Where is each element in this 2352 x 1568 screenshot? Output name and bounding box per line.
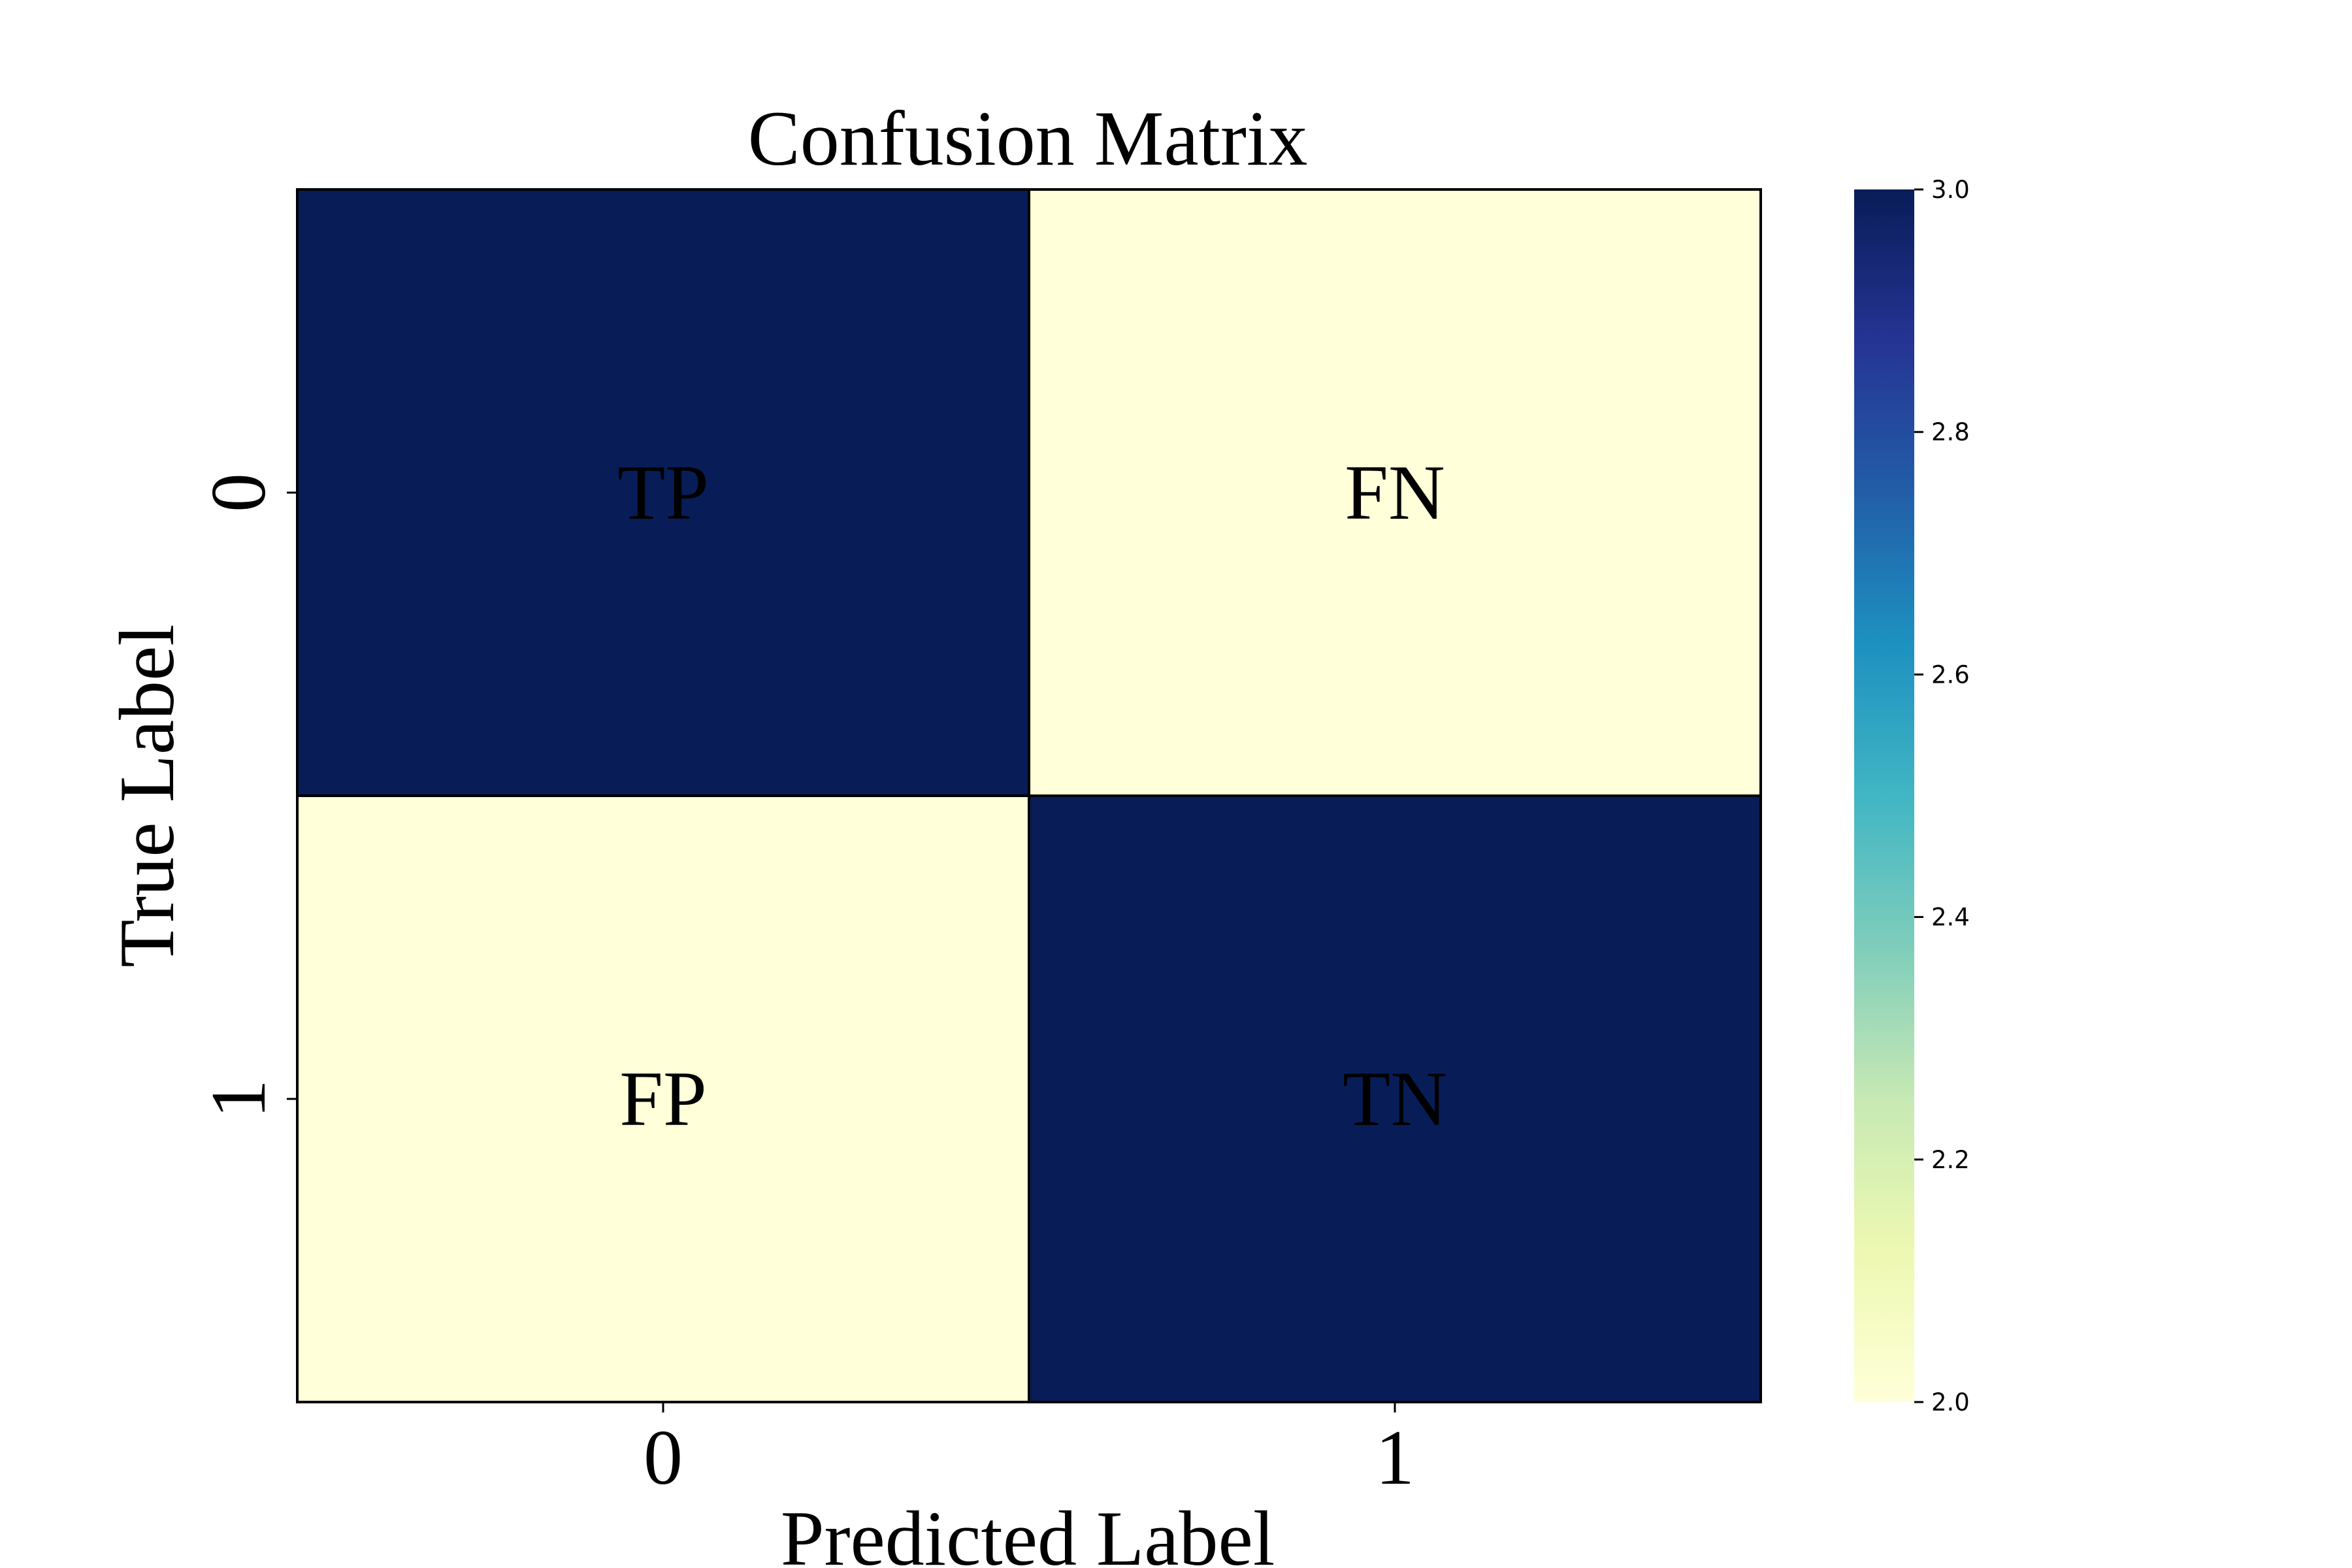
x-tick-label: 1 <box>1375 1414 1414 1501</box>
colorbar-tick-label: 3.0 <box>1931 176 1970 204</box>
cell-annotation: TN <box>1343 1055 1447 1142</box>
heatmap-cell <box>296 794 1030 1403</box>
cell-annotation: FP <box>619 1055 706 1142</box>
y-tick-label: 0 <box>195 473 282 512</box>
chart-title: Confusion Matrix <box>748 95 1308 182</box>
x-axis-label: Predicted Label <box>781 1495 1275 1568</box>
cell-annotation: TP <box>617 449 709 536</box>
cell-annotation: FN <box>1345 449 1445 536</box>
colorbar-tick-label: 2.0 <box>1931 1388 1970 1416</box>
y-axis-ticks: 01 <box>195 473 297 1119</box>
colorbar <box>1854 189 1914 1402</box>
colorbar-tick-label: 2.6 <box>1931 661 1970 689</box>
y-axis-label: True Label <box>103 624 190 967</box>
heatmap-annotations: TP FN FP TN <box>617 449 1447 1142</box>
heatmap-frame <box>296 188 1762 1403</box>
heatmap-cells <box>296 188 1762 1403</box>
x-tick-label: 0 <box>644 1414 683 1501</box>
colorbar-tick-label: 2.2 <box>1931 1146 1970 1174</box>
colorbar-tick-label: 2.4 <box>1931 904 1970 932</box>
y-tick-label: 1 <box>195 1079 282 1119</box>
colorbar-tick-label: 2.8 <box>1931 418 1970 446</box>
heatmap-cell <box>1028 794 1762 1403</box>
colorbar-ticks: 2.0 2.2 2.4 2.6 2.8 3.0 <box>1914 176 1970 1416</box>
heatmap-cell <box>296 188 1030 797</box>
